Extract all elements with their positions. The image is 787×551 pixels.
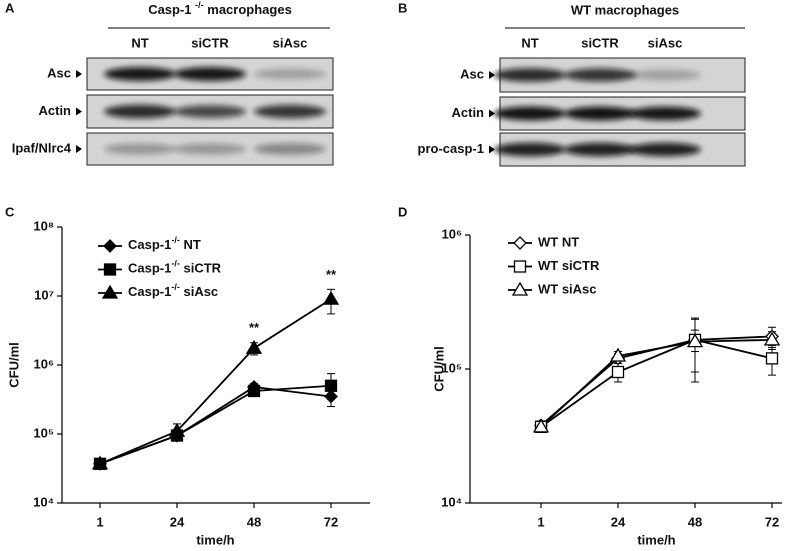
marker xyxy=(513,236,527,250)
row-arrow xyxy=(489,109,495,118)
marker xyxy=(322,290,340,305)
legend-label: WT NT xyxy=(538,234,579,249)
annotation: ** xyxy=(326,267,337,282)
band xyxy=(104,143,176,155)
lane-label: siAsc xyxy=(273,35,308,50)
row-label: pro-casp-1 xyxy=(418,141,484,156)
marker xyxy=(324,389,338,404)
blot-title: WT macrophages xyxy=(571,2,679,17)
y-tick-label: 10⁵ xyxy=(33,425,54,440)
legend-label: WT siAsc xyxy=(538,281,597,296)
row-arrow xyxy=(76,145,82,153)
series-line xyxy=(99,384,332,465)
y-axis-label: CFU/ml xyxy=(6,342,21,388)
x-tick-label: 48 xyxy=(247,514,261,529)
marker xyxy=(103,263,117,276)
lane-label: siAsc xyxy=(648,35,683,50)
band xyxy=(564,68,636,82)
legend-label: WT siCTR xyxy=(538,258,600,273)
row-label: Actin xyxy=(39,103,72,118)
marker xyxy=(101,284,119,299)
band xyxy=(104,104,176,119)
band xyxy=(629,69,701,81)
band xyxy=(104,67,176,81)
row-arrow xyxy=(489,145,495,154)
lane-label: NT xyxy=(131,35,148,50)
band xyxy=(254,143,326,155)
marker xyxy=(513,260,527,273)
x-tick-label: 48 xyxy=(688,514,702,529)
series-line xyxy=(99,386,332,465)
band xyxy=(629,142,701,157)
marker xyxy=(168,422,186,437)
marker xyxy=(686,333,704,348)
panel-label: C xyxy=(5,204,15,219)
band xyxy=(254,68,326,80)
lane-label: siCTR xyxy=(191,35,229,50)
y-tick-label: 10⁴ xyxy=(33,494,54,509)
legend-label: Casp-1-/- NT xyxy=(128,235,201,252)
lane-label: NT xyxy=(521,35,538,50)
legend-label: Casp-1-/- siAsc xyxy=(128,282,218,299)
marker xyxy=(511,281,529,296)
annotation: ** xyxy=(249,320,260,335)
row-label: Asc xyxy=(47,65,71,80)
marker xyxy=(247,384,261,398)
row-arrow xyxy=(489,71,495,79)
marker xyxy=(609,347,627,362)
band xyxy=(494,106,566,121)
blot-title: Casp-1 -/- macrophages xyxy=(148,0,292,17)
y-tick-label: 10⁷ xyxy=(34,287,54,302)
series-line xyxy=(540,338,773,428)
band xyxy=(494,142,566,157)
x-tick-label: 1 xyxy=(537,514,544,529)
band xyxy=(174,105,246,118)
x-tick-label: 24 xyxy=(611,514,626,529)
x-tick-label: 72 xyxy=(324,514,338,529)
row-label: Asc xyxy=(460,66,484,81)
row-arrow xyxy=(76,107,82,116)
band xyxy=(174,143,246,155)
marker xyxy=(765,352,779,365)
marker xyxy=(245,339,263,354)
band xyxy=(494,68,566,82)
y-tick-label: 10⁵ xyxy=(441,360,462,375)
panel-label: D xyxy=(398,204,407,219)
marker xyxy=(103,239,117,253)
panel-label: A xyxy=(5,0,15,15)
panel-label: B xyxy=(398,0,407,15)
band xyxy=(629,106,701,121)
legend-label: Casp-1-/- siCTR xyxy=(128,259,222,276)
error-bar xyxy=(691,317,699,383)
y-axis-label: CFU/ml xyxy=(431,346,446,392)
y-tick-label: 10⁶ xyxy=(442,226,462,241)
y-tick-label: 10⁸ xyxy=(33,218,54,233)
row-label: Actin xyxy=(452,105,485,120)
y-tick-label: 10⁴ xyxy=(441,494,462,509)
band xyxy=(254,104,326,119)
x-axis-label: time/h xyxy=(637,532,675,547)
x-tick-label: 1 xyxy=(96,514,103,529)
marker xyxy=(611,365,625,379)
x-tick-label: 24 xyxy=(170,514,185,529)
row-label: Ipaf/Nlrc4 xyxy=(12,140,72,155)
series-line xyxy=(540,338,773,428)
lane-label: siCTR xyxy=(581,35,619,50)
band xyxy=(564,142,636,157)
x-tick-label: 72 xyxy=(765,514,779,529)
marker xyxy=(532,418,550,433)
marker xyxy=(324,379,338,392)
row-arrow xyxy=(76,70,82,78)
y-tick-label: 10⁶ xyxy=(34,356,54,371)
x-axis-label: time/h xyxy=(196,532,234,547)
marker xyxy=(91,455,109,470)
marker xyxy=(763,331,781,346)
band xyxy=(564,106,636,121)
series-line xyxy=(99,298,332,465)
band xyxy=(174,67,246,81)
